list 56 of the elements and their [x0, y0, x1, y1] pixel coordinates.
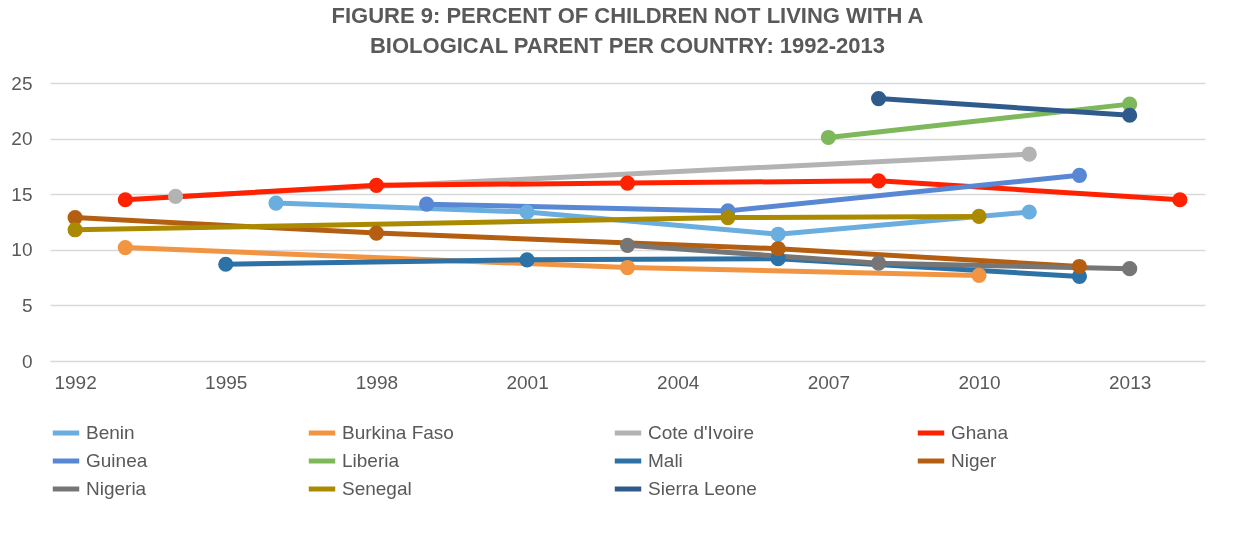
y-tick-label: 15 [11, 183, 33, 205]
point [218, 256, 234, 272]
point [871, 255, 887, 271]
point [519, 204, 535, 220]
point [368, 225, 384, 241]
y-tick-label: 20 [11, 128, 33, 150]
legend-label: Ghana [951, 422, 1009, 443]
y-tick-label: 5 [21, 294, 33, 316]
legend-label: Benin [86, 422, 135, 443]
legend-label: Guinea [86, 450, 148, 471]
x-tick-label: 2001 [506, 371, 549, 393]
chart-title: FIGURE 9: PERCENT OF CHILDREN NOT LIVING WITH A BIOLOGICAL PARENT PER COUNTRY: 1992-2013 [331, 3, 924, 58]
y-tick-label: 25 [11, 72, 33, 94]
point [519, 252, 535, 268]
point [1071, 167, 1088, 183]
legend-label: Burkina Faso [342, 422, 454, 443]
point [971, 208, 987, 225]
x-tick-label: 2013 [1109, 371, 1152, 393]
legend-label: Sierra Leone [648, 478, 757, 499]
point [1071, 258, 1088, 275]
legend-label: Cote d'Ivoire [648, 422, 755, 443]
point [619, 237, 636, 253]
point [1122, 107, 1138, 123]
x-tick-label: 2010 [958, 371, 1001, 393]
x-tick-label: 2004 [657, 371, 700, 393]
point [368, 177, 384, 193]
point [1172, 192, 1188, 208]
x-tick-label: 1995 [205, 371, 248, 393]
point [117, 192, 133, 208]
point [117, 240, 133, 256]
point [1021, 204, 1037, 220]
point [770, 226, 786, 242]
point [871, 91, 887, 107]
legend-label: Mali [648, 450, 683, 471]
point [820, 129, 836, 146]
point [619, 175, 636, 191]
point [419, 196, 435, 212]
point [67, 222, 83, 238]
legend-label: Niger [951, 450, 998, 471]
y-tick-label: 10 [11, 239, 33, 261]
point [1122, 261, 1138, 277]
x-tick-label: 1992 [54, 371, 97, 393]
point [720, 209, 736, 226]
legend-label: Senegal [342, 478, 412, 499]
point [268, 195, 284, 211]
legend-label: Liberia [342, 450, 400, 471]
point [1021, 146, 1037, 162]
legend-label: Nigeria [86, 478, 147, 499]
point [770, 241, 786, 257]
point [971, 267, 987, 283]
point [871, 173, 887, 189]
point [167, 188, 184, 204]
y-tick-label: 0 [21, 350, 33, 372]
point [619, 260, 636, 276]
x-tick-label: 1998 [355, 371, 399, 393]
x-tick-label: 2007 [807, 371, 851, 393]
